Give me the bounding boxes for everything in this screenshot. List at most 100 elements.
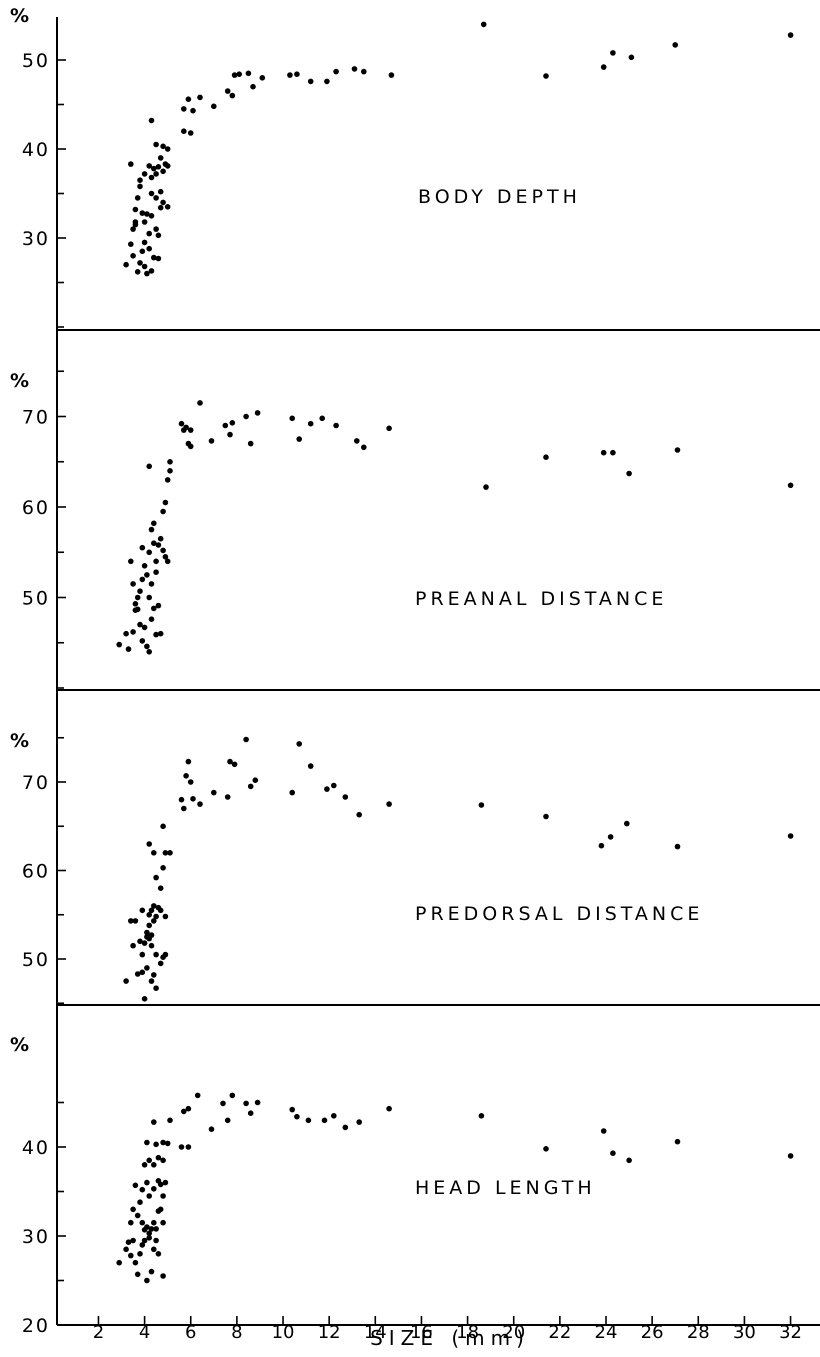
data-point-body-depth-74 [628, 54, 635, 61]
data-point-preanal-distance-67 [543, 454, 549, 461]
data-point-head-length-0 [116, 1259, 122, 1266]
data-point-body-depth-9 [144, 270, 150, 277]
panel-label-head-length: HEAD LENGTH [415, 1177, 596, 1199]
y-tick-label-head-length-20: 20 [22, 1315, 50, 1337]
data-point-body-depth-67 [351, 66, 358, 72]
data-point-body-depth-30 [146, 163, 152, 169]
data-point-body-depth-61 [236, 71, 242, 77]
unit-label-predorsal-distance: % [10, 730, 29, 752]
data-point-head-length-62 [254, 1099, 261, 1106]
data-point-body-depth-41 [164, 146, 171, 152]
data-point-body-depth-17 [139, 210, 146, 216]
x-tick-label-18: 18 [456, 1322, 479, 1343]
x-tick-label-24: 24 [595, 1322, 618, 1343]
data-point-predorsal-distance-40 [167, 850, 173, 856]
data-point-preanal-distance-53 [227, 431, 233, 438]
x-tick-label-20: 20 [502, 1322, 525, 1343]
data-point-predorsal-distance-31 [146, 912, 152, 918]
panel-predorsal-distance: % PREDORSAL DISTANCE 50 60 70 [10, 730, 794, 1005]
data-point-body-depth-13 [155, 255, 162, 262]
unit-label-preanal-distance: % [10, 370, 29, 392]
data-point-body-depth-38 [164, 163, 171, 169]
data-point-head-length-75 [626, 1157, 632, 1164]
x-tick-label-10: 10 [272, 1322, 295, 1343]
data-point-preanal-distance-25 [153, 569, 159, 575]
data-point-predorsal-distance-63 [478, 802, 485, 808]
x-tick-label-2: 2 [93, 1322, 104, 1343]
data-point-head-length-17 [128, 1219, 134, 1226]
data-point-head-length-1 [123, 1246, 129, 1253]
data-point-preanal-distance-43 [146, 463, 152, 470]
data-point-body-depth-49 [187, 130, 194, 136]
data-point-preanal-distance-46 [183, 424, 189, 431]
data-point-predorsal-distance-36 [146, 841, 152, 847]
data-point-preanal-distance-37 [151, 520, 157, 527]
data-point-predorsal-distance-12 [130, 942, 136, 949]
data-point-body-depth-52 [190, 107, 196, 114]
data-point-body-depth-75 [672, 42, 678, 48]
data-point-head-length-9 [141, 1237, 148, 1244]
data-point-predorsal-distance-30 [162, 913, 169, 920]
data-point-preanal-distance-31 [153, 558, 159, 565]
data-point-preanal-distance-6 [137, 621, 143, 628]
data-point-predorsal-distance-26 [151, 903, 157, 909]
data-point-head-length-23 [144, 1224, 150, 1230]
data-point-predorsal-distance-3 [141, 996, 148, 1002]
data-point-predorsal-distance-34 [157, 885, 164, 891]
data-point-preanal-distance-39 [162, 499, 169, 506]
data-point-predorsal-distance-68 [674, 843, 681, 850]
data-point-preanal-distance-30 [151, 540, 157, 546]
data-point-predorsal-distance-32 [151, 918, 157, 924]
data-point-body-depth-76 [787, 32, 794, 38]
data-point-predorsal-distance-55 [289, 789, 296, 796]
x-tick-label-28: 28 [687, 1322, 710, 1343]
data-point-preanal-distance-51 [208, 438, 215, 444]
data-point-preanal-distance-28 [146, 549, 152, 556]
panel-preanal-distance: % PREANAL DISTANCE 50 60 70 [10, 370, 794, 689]
data-point-head-length-13 [151, 1246, 157, 1253]
data-point-head-length-57 [220, 1100, 226, 1107]
data-point-body-depth-27 [128, 161, 134, 167]
axes-layer [56, 17, 820, 1326]
data-point-predorsal-distance-19 [148, 942, 155, 949]
data-point-predorsal-distance-35 [160, 865, 166, 871]
data-point-head-length-15 [155, 1251, 162, 1257]
y-tick-label-preanal-distance-50: 50 [22, 588, 50, 610]
data-point-body-depth-73 [610, 50, 616, 56]
data-point-predorsal-distance-65 [598, 842, 605, 849]
data-point-preanal-distance-41 [167, 468, 173, 474]
data-point-predorsal-distance-51 [231, 761, 238, 768]
data-point-predorsal-distance-13 [132, 918, 139, 924]
x-axis: 2 4 6 8 10 12 14 16 18 20 22 24 26 28 30 32 [93, 1316, 802, 1343]
data-point-preanal-distance-9 [144, 643, 150, 650]
data-point-body-depth-42 [148, 117, 155, 124]
data-point-head-length-24 [146, 1230, 152, 1237]
data-point-predorsal-distance-49 [224, 794, 231, 800]
data-point-preanal-distance-54 [229, 420, 236, 426]
data-point-body-depth-32 [151, 165, 157, 172]
data-point-body-depth-60 [259, 75, 266, 81]
data-point-predorsal-distance-69 [787, 833, 794, 839]
data-point-head-length-63 [289, 1106, 296, 1113]
data-point-predorsal-distance-61 [356, 811, 363, 818]
data-point-head-length-77 [787, 1153, 794, 1159]
data-point-body-depth-2 [130, 226, 136, 232]
data-point-body-depth-25 [160, 199, 166, 206]
data-point-body-depth-7 [139, 248, 146, 255]
data-point-head-length-38 [160, 1193, 166, 1199]
data-point-predorsal-distance-5 [148, 978, 155, 984]
data-point-head-length-25 [148, 1226, 155, 1232]
data-point-preanal-distance-62 [333, 422, 339, 429]
data-point-preanal-distance-1 [123, 630, 129, 637]
data-point-preanal-distance-24 [151, 605, 157, 612]
data-point-head-length-59 [229, 1092, 236, 1099]
data-point-preanal-distance-26 [155, 602, 162, 609]
data-point-preanal-distance-60 [307, 420, 314, 427]
data-point-body-depth-21 [148, 213, 155, 219]
data-point-preanal-distance-3 [130, 629, 136, 635]
data-point-predorsal-distance-1 [134, 971, 141, 977]
data-point-preanal-distance-18 [137, 588, 143, 594]
data-point-predorsal-distance-64 [543, 813, 549, 820]
data-point-head-length-46 [153, 1141, 159, 1148]
